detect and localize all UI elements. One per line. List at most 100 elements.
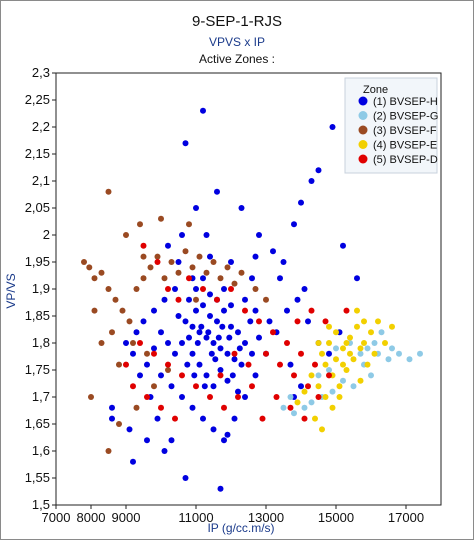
data-point bbox=[133, 404, 140, 411]
data-point bbox=[191, 372, 198, 379]
data-point bbox=[371, 340, 378, 346]
data-point bbox=[154, 415, 161, 422]
data-point bbox=[182, 248, 189, 255]
data-point bbox=[315, 167, 322, 174]
y-tick-label: 2,15 bbox=[25, 146, 50, 161]
data-point bbox=[238, 205, 245, 211]
data-point bbox=[217, 372, 224, 379]
data-point bbox=[198, 323, 205, 330]
data-point bbox=[333, 329, 339, 336]
data-point bbox=[221, 286, 227, 292]
data-point bbox=[151, 307, 157, 314]
x-tick-label: 9000 bbox=[112, 510, 141, 525]
data-point bbox=[193, 286, 199, 292]
data-point bbox=[217, 485, 224, 492]
data-point bbox=[221, 437, 227, 444]
data-point bbox=[343, 340, 350, 346]
data-point bbox=[196, 253, 203, 260]
data-point bbox=[291, 221, 297, 228]
data-point bbox=[247, 318, 254, 325]
data-point bbox=[294, 399, 301, 406]
x-tick-label: 8000 bbox=[77, 510, 106, 525]
data-point bbox=[226, 334, 233, 341]
data-point bbox=[140, 253, 147, 260]
data-point bbox=[252, 286, 259, 292]
data-point bbox=[329, 404, 336, 411]
data-point bbox=[319, 350, 325, 357]
y-tick-label: 2,1 bbox=[32, 173, 50, 188]
data-point bbox=[235, 329, 241, 336]
data-point bbox=[133, 329, 140, 336]
data-point bbox=[385, 356, 392, 363]
data-point bbox=[301, 388, 308, 395]
data-point bbox=[210, 259, 217, 265]
data-point bbox=[193, 307, 199, 314]
data-point bbox=[81, 259, 87, 265]
data-point bbox=[161, 275, 168, 282]
data-point bbox=[378, 329, 385, 336]
data-point bbox=[126, 318, 133, 325]
data-point bbox=[196, 329, 203, 336]
data-point bbox=[105, 188, 112, 195]
data-point bbox=[130, 350, 136, 357]
x-axis-label: IP (g/cc.m/s) bbox=[207, 521, 274, 535]
data-point bbox=[224, 350, 231, 357]
data-point bbox=[340, 345, 346, 352]
data-point bbox=[326, 367, 332, 373]
data-point bbox=[165, 242, 171, 249]
x-tick-label: 11000 bbox=[178, 510, 213, 525]
data-point bbox=[112, 296, 119, 303]
data-point bbox=[137, 221, 143, 228]
data-point bbox=[144, 394, 150, 400]
data-point bbox=[212, 356, 219, 363]
legend[interactable]: Zone (1) BVSEP-H (2) BVSEP-G (3) BVSEP-F (4… bbox=[344, 77, 438, 174]
data-point bbox=[158, 372, 164, 379]
data-point bbox=[175, 259, 182, 265]
data-point bbox=[315, 372, 322, 379]
data-point bbox=[219, 323, 226, 330]
legend-title: Zone bbox=[363, 84, 388, 96]
y-axis-ticks: 1,5 1,55 1,6 1,65 1,7 1,75 1,8 1,85 1,9 1,95 2 2,05… bbox=[25, 65, 56, 512]
y-tick-label: 1,95 bbox=[25, 254, 50, 269]
data-point bbox=[301, 415, 308, 422]
data-point bbox=[116, 421, 122, 427]
data-point bbox=[165, 340, 171, 346]
data-point bbox=[207, 291, 213, 298]
data-point bbox=[270, 329, 276, 336]
data-point bbox=[361, 340, 367, 346]
y-tick-label: 2,3 bbox=[32, 65, 50, 80]
data-point bbox=[291, 372, 297, 379]
data-point bbox=[98, 269, 105, 276]
y-tick-label: 1,8 bbox=[32, 335, 50, 350]
data-point bbox=[91, 307, 98, 314]
data-point bbox=[368, 329, 374, 336]
data-point bbox=[235, 388, 241, 395]
data-point bbox=[231, 356, 238, 363]
data-point bbox=[277, 361, 283, 368]
data-point bbox=[347, 350, 353, 357]
data-point bbox=[154, 253, 161, 260]
data-point bbox=[249, 275, 255, 282]
data-point bbox=[182, 318, 189, 325]
data-point bbox=[179, 394, 185, 400]
data-point bbox=[200, 275, 206, 282]
data-point bbox=[224, 377, 231, 384]
data-point bbox=[189, 404, 196, 411]
data-point bbox=[210, 426, 217, 433]
data-point bbox=[161, 448, 168, 454]
data-point bbox=[294, 318, 301, 325]
data-point bbox=[252, 372, 259, 379]
data-point bbox=[126, 426, 133, 433]
legend-marker bbox=[358, 111, 368, 120]
data-point bbox=[203, 372, 210, 379]
data-point bbox=[179, 232, 185, 238]
data-point bbox=[109, 404, 115, 411]
data-point bbox=[357, 345, 364, 352]
data-point bbox=[371, 350, 378, 357]
data-point bbox=[105, 286, 112, 292]
data-point bbox=[238, 269, 245, 276]
data-point bbox=[298, 199, 304, 206]
data-point bbox=[207, 394, 213, 400]
data-point bbox=[242, 296, 248, 303]
